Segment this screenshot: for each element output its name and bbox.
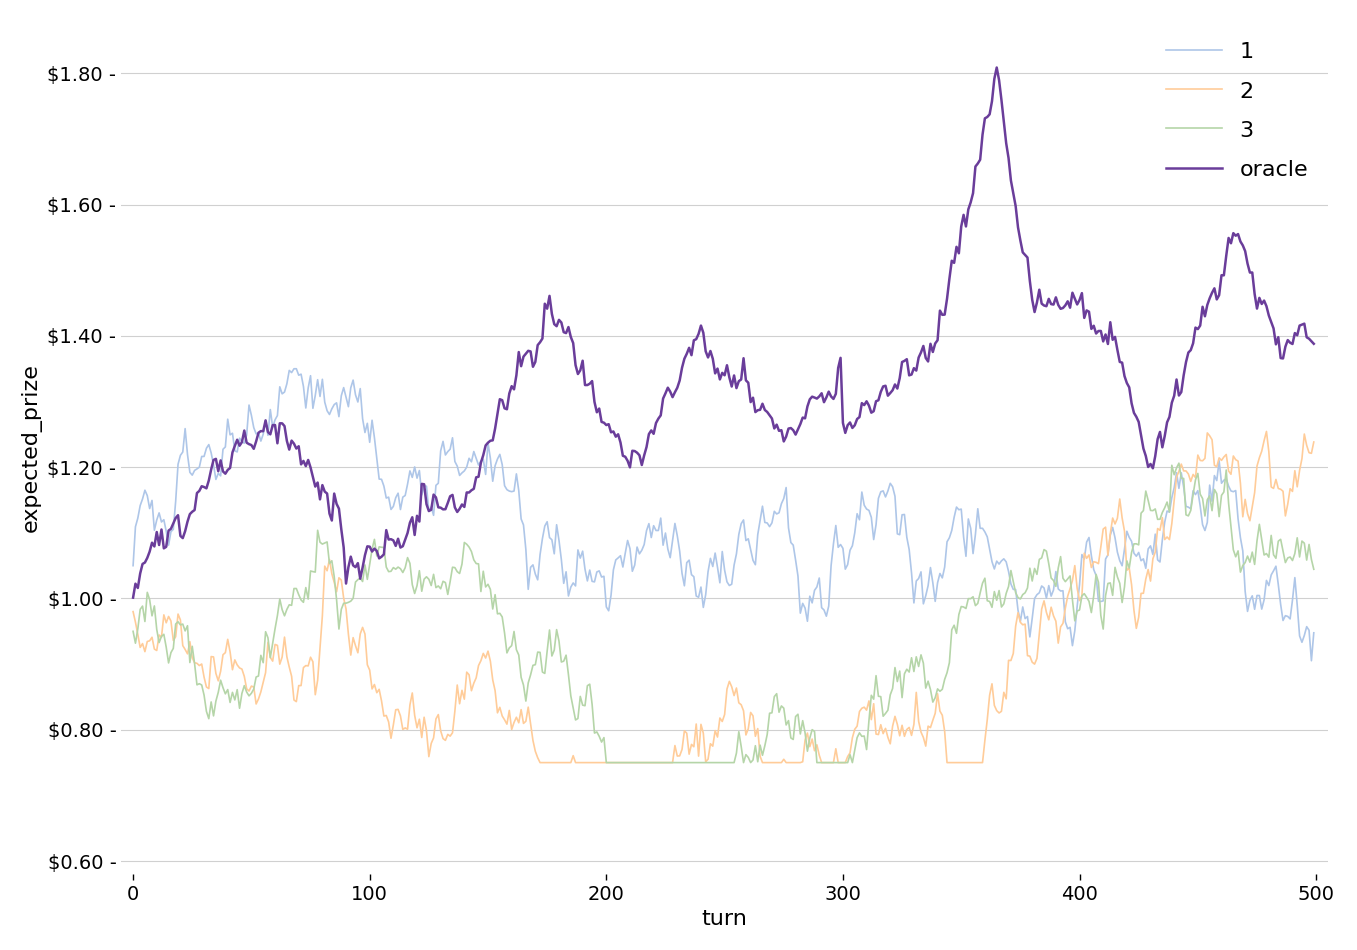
2 [688,718,704,730]
3 [1305,563,1322,575]
2 [1282,483,1299,494]
2 [830,757,847,769]
3 [830,757,847,769]
3 [598,757,615,769]
3 [1095,623,1111,635]
3 [767,691,783,702]
Y-axis label: expected_prize: expected_prize [20,363,42,532]
2 [1305,436,1322,447]
oracle [1095,335,1111,347]
Line: 1: 1 [133,369,1314,661]
1 [1280,611,1296,622]
oracle [125,592,141,603]
oracle [1280,334,1296,346]
oracle [764,413,780,425]
2 [767,757,783,769]
oracle [989,62,1006,73]
3 [125,626,141,637]
1 [1303,656,1319,667]
1 [688,590,704,601]
1 [830,542,847,553]
1 [695,601,711,613]
2 [1095,523,1111,535]
2 [1258,426,1274,437]
3 [1171,458,1187,469]
oracle [828,389,844,400]
Line: 3: 3 [133,464,1314,763]
1 [286,363,303,374]
X-axis label: turn: turn [702,909,748,929]
2 [695,728,711,739]
Line: oracle: oracle [133,67,1314,598]
Legend: 1, 2, 3, oracle: 1, 2, 3, oracle [1158,32,1316,189]
3 [688,757,704,769]
oracle [693,320,710,332]
1 [1095,596,1111,607]
2 [532,757,548,769]
oracle [1305,338,1322,350]
3 [695,757,711,769]
1 [1305,627,1322,638]
1 [767,505,783,517]
oracle [685,334,702,346]
2 [125,606,141,618]
1 [125,560,141,571]
Line: 2: 2 [133,431,1314,763]
3 [1282,551,1299,562]
